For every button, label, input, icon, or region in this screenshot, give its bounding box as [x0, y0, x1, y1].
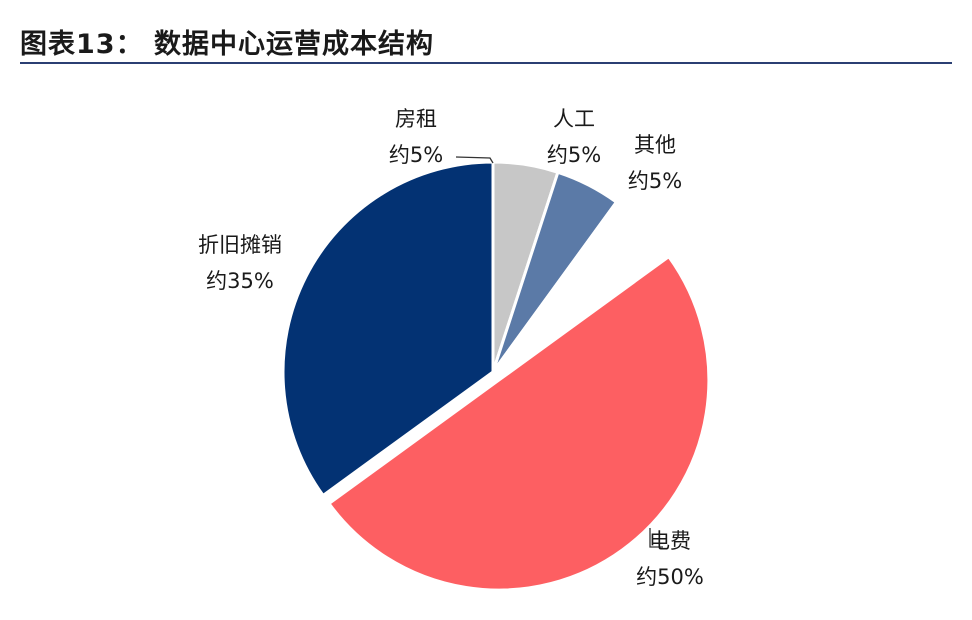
pie-slice-1: [327, 255, 711, 592]
slice-label-value-3: 约5%: [389, 143, 443, 167]
slice-label-name-3: 房租: [395, 107, 437, 131]
slice-label-value-2: 约35%: [206, 269, 274, 293]
slice-label-value-5: 约5%: [628, 169, 682, 193]
title-divider: [20, 62, 952, 64]
leader-line-3: [455, 156, 494, 164]
figure-title: 图表13： 数据中心运营成本结构: [20, 29, 434, 60]
pie-slice-5: [491, 200, 665, 374]
slice-label-name-2: 折旧摊销: [198, 233, 282, 257]
figure-header: 图表13： 数据中心运营成本结构: [20, 18, 952, 64]
pie-slice-2: [281, 160, 495, 497]
slice-label-name-5: 其他: [634, 133, 676, 157]
slice-label-value-4: 约5%: [547, 143, 601, 167]
slice-label-name-4: 人工: [553, 107, 595, 131]
slice-label-name-1: 电费: [649, 529, 691, 553]
leader-line-1: [649, 528, 663, 548]
slice-label-value-1: 约50%: [636, 565, 704, 589]
